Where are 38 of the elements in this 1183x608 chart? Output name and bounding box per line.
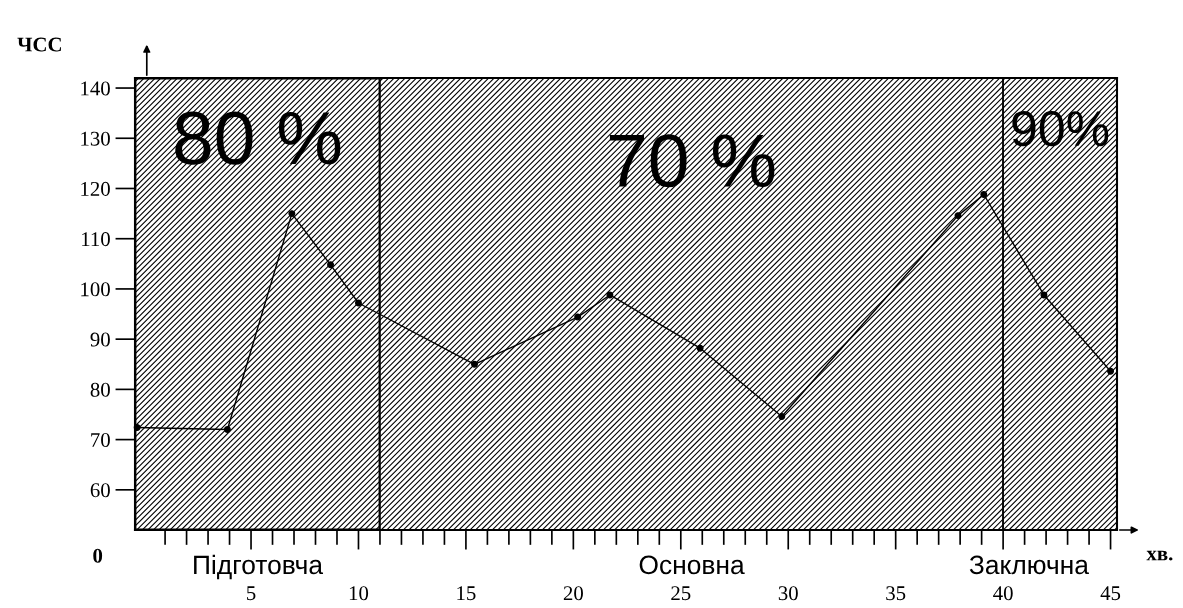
y-tick-label: 90 [90, 332, 110, 347]
x-tick-label: 25 [671, 586, 691, 601]
point [574, 313, 582, 321]
x-tick-label: 5 [247, 586, 256, 601]
y-tick-label: 100 [81, 282, 110, 297]
text: 0 [93, 548, 103, 563]
y-tick-label: 60 [90, 483, 110, 498]
text: Основна [639, 555, 745, 575]
y-tick-label: 70 [91, 432, 110, 448]
point [980, 191, 988, 198]
point [954, 212, 962, 220]
x-axis-title: хв. [1146, 550, 1173, 561]
y-tick-label: 80 [90, 382, 110, 397]
x-tick-label: 30 [778, 586, 798, 601]
point [696, 344, 704, 352]
point [327, 261, 335, 269]
y-tick-label: 130 [81, 131, 110, 146]
x-tick-label: 20 [563, 586, 583, 601]
point [355, 299, 362, 307]
x-tick-label: 15 [457, 586, 476, 601]
point [778, 413, 786, 420]
y-tick-label: 120 [81, 181, 110, 196]
x-tick-label: 10 [349, 586, 369, 601]
point [1107, 367, 1115, 375]
y-tick-label: 140 [81, 81, 110, 96]
text: Підготовча [194, 554, 324, 580]
point [471, 360, 478, 368]
x-tick-label: 35 [886, 586, 906, 601]
point [606, 291, 614, 299]
point [1040, 291, 1048, 299]
text: Заключна [969, 555, 1089, 575]
point [133, 424, 141, 432]
x-tick-label: 40 [993, 586, 1013, 601]
y-axis-title: ЧСС [17, 37, 61, 52]
point [288, 210, 296, 218]
y-tick-label: 110 [82, 232, 110, 247]
point [223, 426, 231, 434]
x-tick-label: 45 [1100, 586, 1121, 601]
